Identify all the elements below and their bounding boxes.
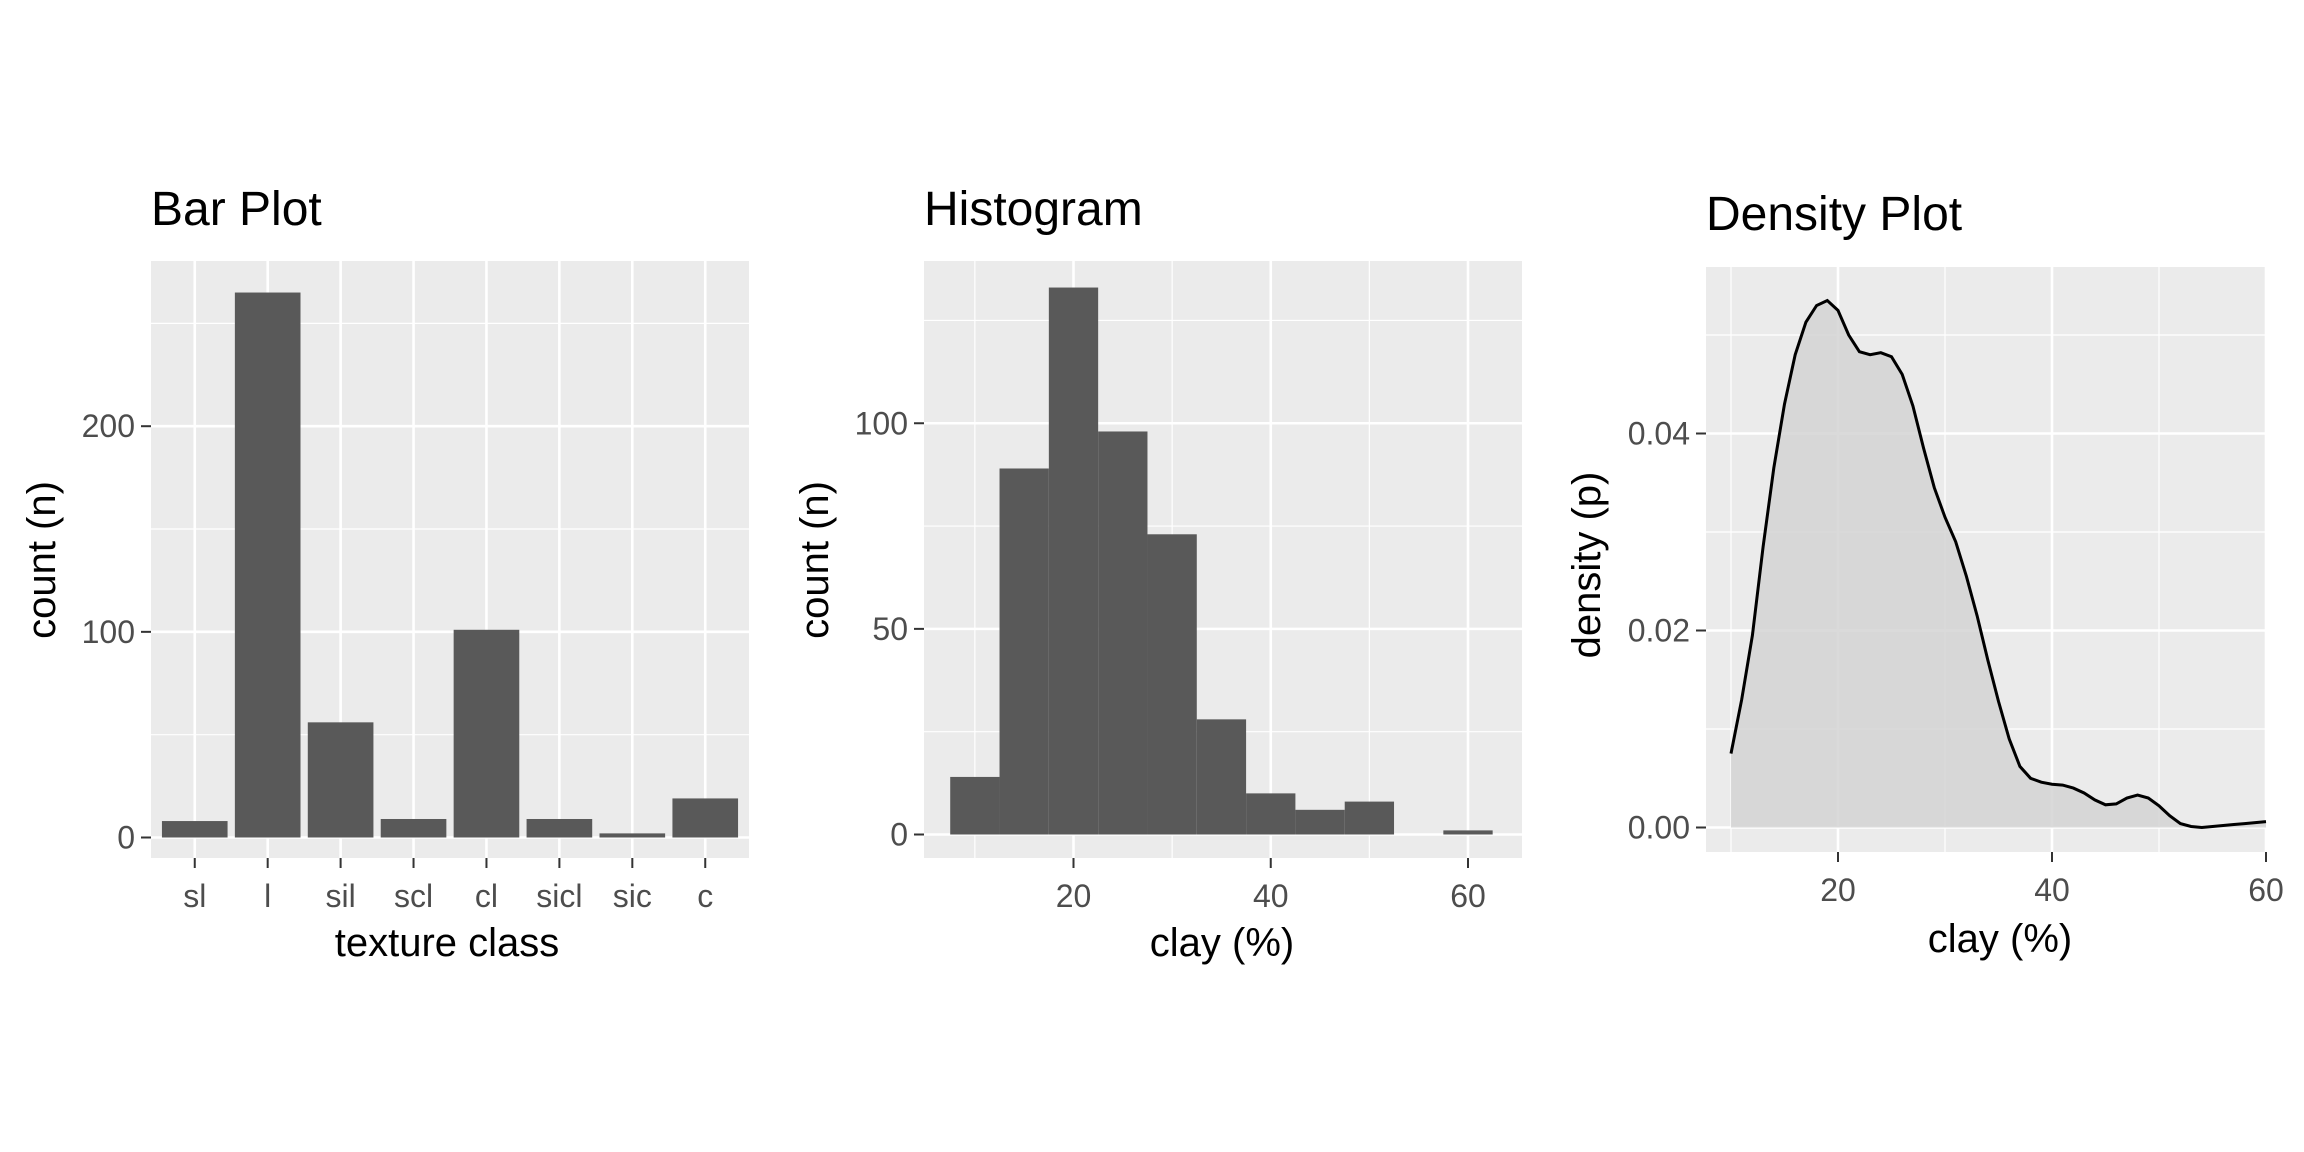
histogram-y-tick-label: 100: [855, 405, 908, 441]
histogram-bin-50: [1344, 801, 1395, 835]
density-plot-x-tick-label: 60: [2248, 872, 2284, 908]
bar-plot-x-axis-title: texture class: [335, 921, 560, 965]
histogram-bin-30: [1147, 534, 1197, 835]
histogram-y-tick-label: 0: [890, 817, 908, 853]
bar-plot-x-tick-label: sil: [326, 878, 356, 914]
bar-plot-y-axis-title: count (n): [20, 481, 64, 639]
histogram-bin-45: [1295, 809, 1345, 835]
histogram-bin-60: [1443, 830, 1493, 835]
bar-plot-bar-cl: [453, 629, 520, 838]
bar-plot-y-tick-label: 0: [117, 820, 135, 856]
histogram-chart: 0 50 100 20 40 60 Histogram clay (%) count (n): [793, 183, 1522, 965]
bar-plot-x-tick-label: sicl: [536, 878, 582, 914]
bar-plot-bar-scl: [380, 818, 447, 838]
bar-plot-chart: 0 100 200 sl l sil scl cl sicl sic c Bar Plot textu…: [20, 183, 749, 965]
density-plot-x-tick-label: 40: [2034, 872, 2070, 908]
histogram-plot-area: 0 50 100 20 40 60: [855, 261, 1522, 914]
density-plot-y-tick-label: 0.00: [1628, 810, 1690, 846]
bar-plot-bar-l: [234, 292, 301, 838]
histogram-bin-20: [1048, 287, 1099, 835]
density-plot-area: 0.00 0.02 0.04 20 40 60: [1628, 267, 2284, 908]
histogram-y-tick-label: 50: [872, 611, 908, 647]
histogram-bin-40: [1246, 793, 1296, 835]
density-plot-title: Density Plot: [1706, 188, 1962, 241]
bar-plot-y-tick-label: 100: [82, 614, 135, 650]
density-plot-y-tick-label: 0.04: [1628, 416, 1690, 452]
histogram-x-tick-label: 40: [1253, 878, 1289, 914]
bar-plot-bar-sil: [307, 722, 374, 838]
bar-plot-x-tick-label: scl: [394, 878, 433, 914]
density-plot-area-fill: [1731, 300, 2266, 828]
histogram-bin-25: [1098, 431, 1148, 835]
density-plot-x-axis-title: clay (%): [1928, 917, 2072, 961]
histogram-bin-35: [1196, 719, 1247, 835]
bar-plot-x-tick-label: l: [264, 878, 271, 914]
bar-plot-y-tick-label: 200: [82, 408, 135, 444]
bar-plot-area: 0 100 200 sl l sil scl cl sicl sic c: [82, 261, 749, 914]
bar-plot-bar-sicl: [526, 818, 593, 838]
histogram-title: Histogram: [924, 183, 1143, 236]
bar-plot-x-tick-label: cl: [475, 878, 498, 914]
density-plot-x-tick-label: 20: [1820, 872, 1856, 908]
histogram-bin-15: [999, 468, 1049, 835]
histogram-x-tick-label: 60: [1450, 878, 1486, 914]
density-plot-y-tick-label: 0.02: [1628, 613, 1690, 649]
density-plot-y-axis-title: density (p): [1565, 472, 1609, 659]
histogram-bin-10: [950, 776, 1000, 835]
bar-plot-bar-sic: [599, 833, 666, 838]
bar-plot-bar-sl: [161, 821, 228, 838]
density-plot-line: [1729, 298, 2267, 830]
histogram-y-axis-title: count (n): [793, 481, 837, 639]
bar-plot-bar-c: [672, 798, 739, 838]
bar-plot-title: Bar Plot: [151, 183, 322, 236]
bar-plot-x-tick-label: sl: [183, 878, 206, 914]
histogram-x-axis-title: clay (%): [1150, 921, 1294, 965]
bar-plot-x-tick-label: sic: [613, 878, 652, 914]
histogram-x-tick-label: 20: [1056, 878, 1092, 914]
bar-plot-x-tick-label: c: [697, 878, 713, 914]
